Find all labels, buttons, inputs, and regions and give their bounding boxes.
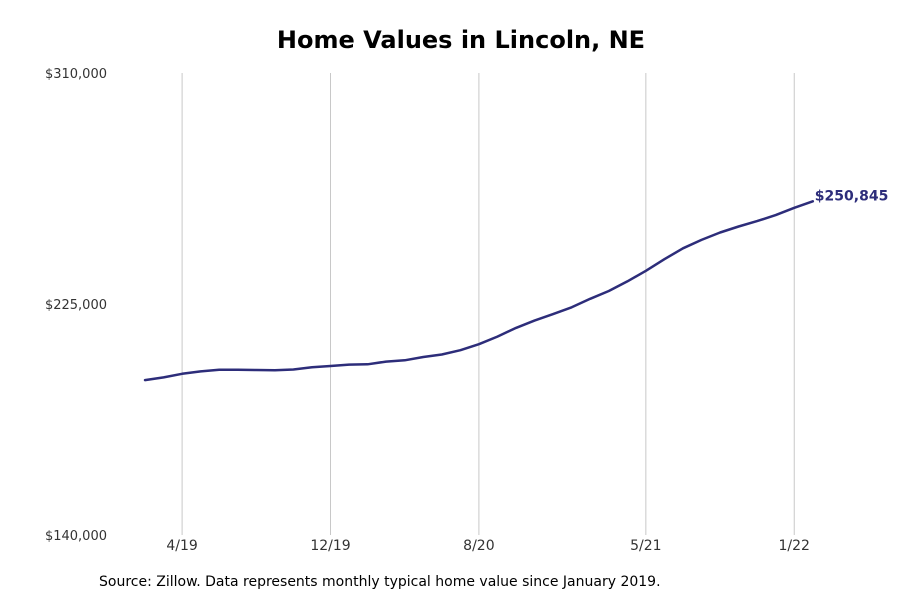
y-tick-label: $225,000 — [45, 298, 107, 313]
x-tick-label: 4/19 — [166, 538, 197, 554]
y-tick-label: $310,000 — [45, 67, 107, 82]
y-tick-label: $140,000 — [45, 529, 107, 544]
end-value-label: $250,845 — [815, 188, 889, 204]
x-tick-label: 12/19 — [310, 538, 350, 554]
x-tick-label: 1/22 — [779, 538, 810, 554]
chart-title: Home Values in Lincoln, NE — [276, 26, 646, 54]
x-tick-label: 5/21 — [630, 538, 661, 554]
series-line — [143, 200, 815, 382]
source-note: Source: Zillow. Data represents monthly … — [99, 574, 661, 590]
x-tick-label: 8/20 — [463, 538, 494, 554]
